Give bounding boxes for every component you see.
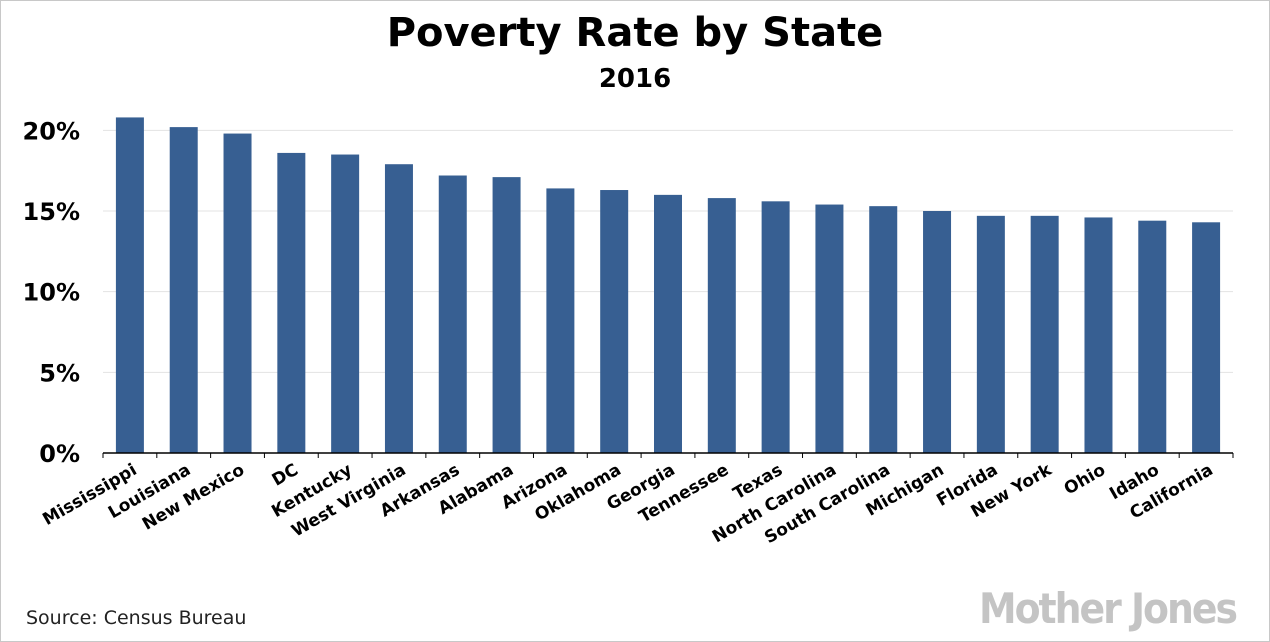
x-category-label: DC bbox=[269, 460, 302, 491]
x-category-label: Ohio bbox=[1061, 460, 1109, 499]
bar bbox=[1030, 215, 1059, 453]
bar bbox=[169, 127, 198, 454]
chart-title: Poverty Rate by State bbox=[386, 10, 884, 56]
bar bbox=[331, 154, 360, 454]
bar bbox=[384, 164, 413, 454]
bar bbox=[1084, 217, 1113, 453]
y-tick-label: 10% bbox=[23, 279, 80, 307]
bar bbox=[438, 175, 467, 454]
bar bbox=[923, 211, 952, 453]
bar bbox=[492, 177, 521, 453]
bar bbox=[600, 190, 629, 453]
mother-jones-logo: Mother Jones bbox=[978, 584, 1238, 633]
y-tick-label: 20% bbox=[23, 117, 80, 145]
y-tick-label: 5% bbox=[39, 359, 80, 387]
bar bbox=[546, 188, 575, 453]
bar bbox=[869, 206, 898, 453]
bar bbox=[277, 152, 306, 454]
source-note: Source: Census Bureau bbox=[26, 607, 247, 629]
bar bbox=[1138, 220, 1167, 453]
bar bbox=[761, 201, 790, 453]
bar bbox=[115, 117, 144, 453]
bar bbox=[707, 198, 736, 453]
bar bbox=[223, 133, 252, 453]
bar bbox=[1192, 222, 1221, 453]
chart-subtitle: 2016 bbox=[598, 64, 672, 94]
y-tick-label: 15% bbox=[23, 198, 80, 226]
y-tick-label: 0% bbox=[39, 440, 80, 468]
bar bbox=[654, 194, 682, 453]
bar bbox=[976, 215, 1005, 453]
bar bbox=[815, 204, 844, 453]
